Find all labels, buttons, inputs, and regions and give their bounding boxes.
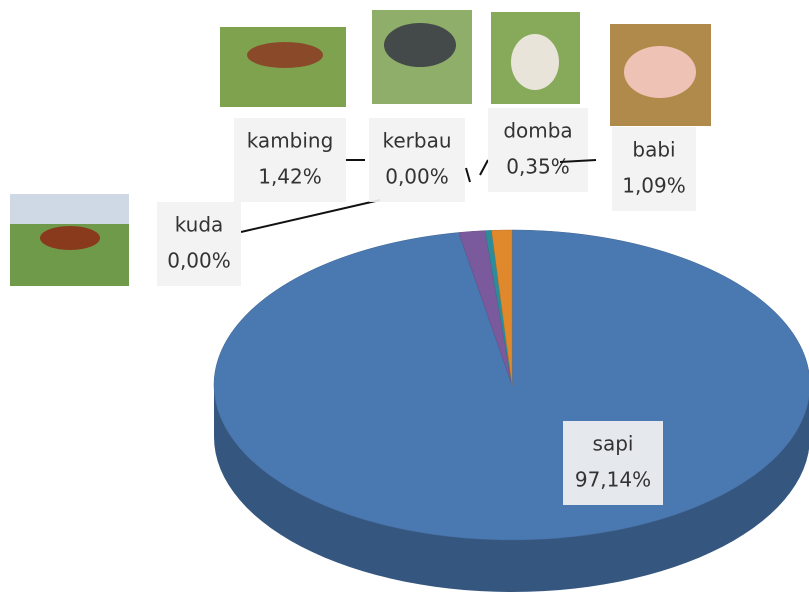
label-name: kerbau [382,129,451,153]
label-name: kuda [175,213,224,237]
chart: sapi 97,14% kuda 0,00% kambing 1,42% kerbau 0,0… [0,0,809,598]
photo-goat [247,42,323,68]
label-name: babi [632,138,675,162]
label-value: 1,09% [622,174,686,198]
leader-line [241,200,380,232]
leader-line [466,168,470,182]
label-value: 0,00% [385,165,449,189]
label-value: 0,00% [167,249,231,273]
photo-horse [40,226,100,250]
pie [214,230,809,592]
photo-pig [624,46,696,98]
photo-sheep [511,34,559,90]
label-value: 97,14% [575,468,651,492]
leader-line [480,160,488,175]
label-name: sapi [593,432,634,456]
photo-buffalo [384,23,456,67]
label-name: domba [503,119,572,143]
photo-sky [10,194,129,224]
label-name: kambing [247,129,334,153]
label-value: 0,35% [506,155,570,179]
label-value: 1,42% [258,165,322,189]
